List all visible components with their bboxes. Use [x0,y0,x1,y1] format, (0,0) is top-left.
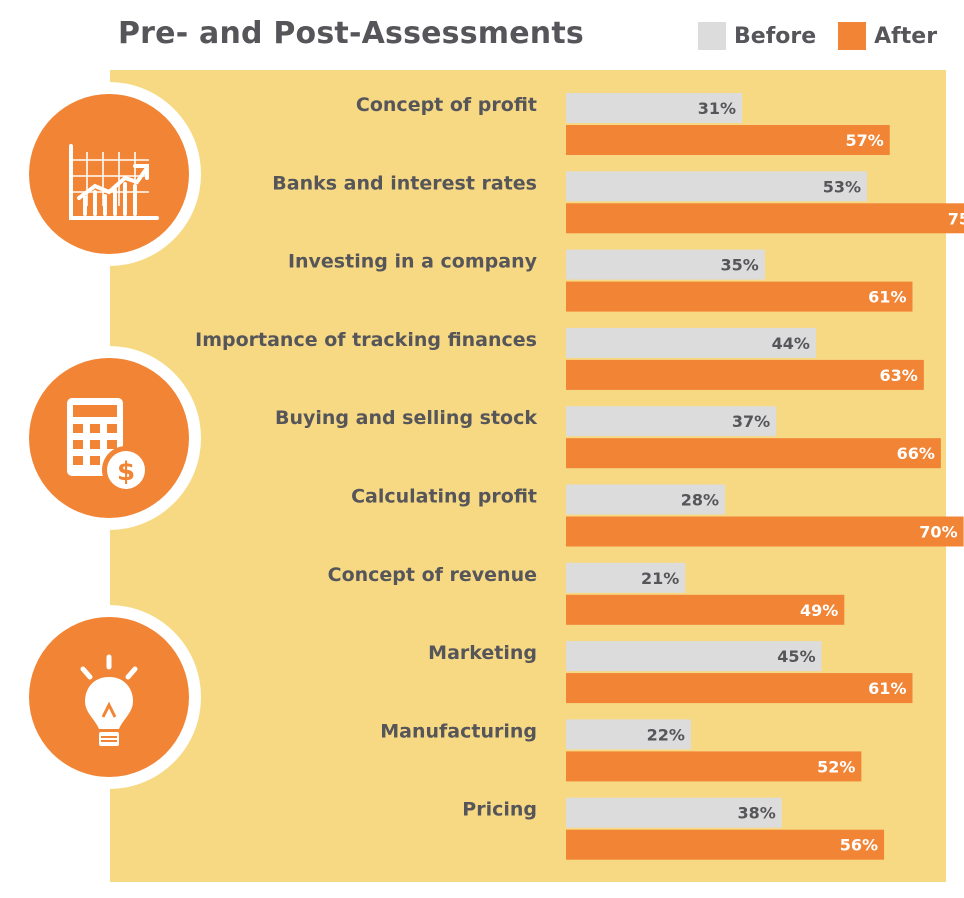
data-label-after: 61% [868,679,906,698]
data-label-after: 61% [868,288,906,307]
bar-after [566,516,964,547]
category-label: Calculating profit [351,486,537,508]
data-label-before: 31% [698,99,736,118]
legend: Before After [698,22,959,50]
lightbulb-icon-badge [17,605,201,789]
data-label-after: 56% [840,836,878,855]
category-label: Concept of revenue [328,564,537,586]
data-label-after: 70% [919,523,957,542]
data-label-before: 38% [738,804,776,823]
category-label: Pricing [462,799,537,821]
data-label-before: 22% [647,725,685,744]
data-label-before: 28% [681,491,719,510]
bar-after [566,594,845,625]
bar-before [566,641,822,672]
legend-item-after: After [838,22,937,50]
legend-label-after: After [874,23,938,49]
growth-chart-icon [69,144,159,220]
bar-after [566,281,913,312]
bar-before [566,171,868,202]
category-label: Importance of tracking finances [195,329,537,351]
legend-swatch-before [698,22,726,50]
bar-before [566,562,686,593]
lightbulb-icon [80,654,138,746]
data-label-after: 63% [880,366,918,385]
bar-after [566,438,941,469]
bar-before [566,249,765,280]
legend-swatch-after [838,22,867,50]
data-label-before: 37% [732,412,770,431]
bar-before [566,484,726,515]
category-label: Buying and selling stock [275,407,537,429]
category-label: Investing in a company [288,251,538,273]
bar-before [566,406,777,437]
bar-after [566,829,885,860]
data-label-before: 45% [777,647,815,666]
data-label-after: 75% [948,209,964,228]
category-label: Concept of profit [356,94,537,116]
bar-before [566,327,816,358]
data-label-after: 52% [817,757,855,776]
bar-after [566,673,913,704]
data-label-before: 53% [823,177,861,196]
calculator-dollar-icon-badge: $ [17,346,201,530]
bar-after [566,751,862,782]
data-label-before: 21% [641,569,679,588]
chart-title: Pre- and Post-Assessments [118,16,584,51]
data-label-before: 35% [721,256,759,275]
data-label-after: 49% [800,601,838,620]
category-label: Manufacturing [380,720,537,742]
legend-item-before: Before [698,22,816,50]
data-label-before: 44% [772,334,810,353]
svg-text:$: $ [117,457,135,487]
bar-before [566,719,691,750]
data-label-after: 57% [845,131,883,150]
category-label: Marketing [428,642,537,664]
category-label: Banks and interest rates [272,172,537,194]
bar-before [566,93,743,123]
bar-after [566,125,890,155]
bar-after [566,359,924,390]
bar-after [566,203,964,234]
legend-label-before: Before [734,23,817,49]
data-label-after: 66% [897,444,935,463]
bar-before [566,797,782,828]
calculator-dollar-icon: $ [67,398,150,494]
growth-chart-icon-badge [17,82,201,266]
